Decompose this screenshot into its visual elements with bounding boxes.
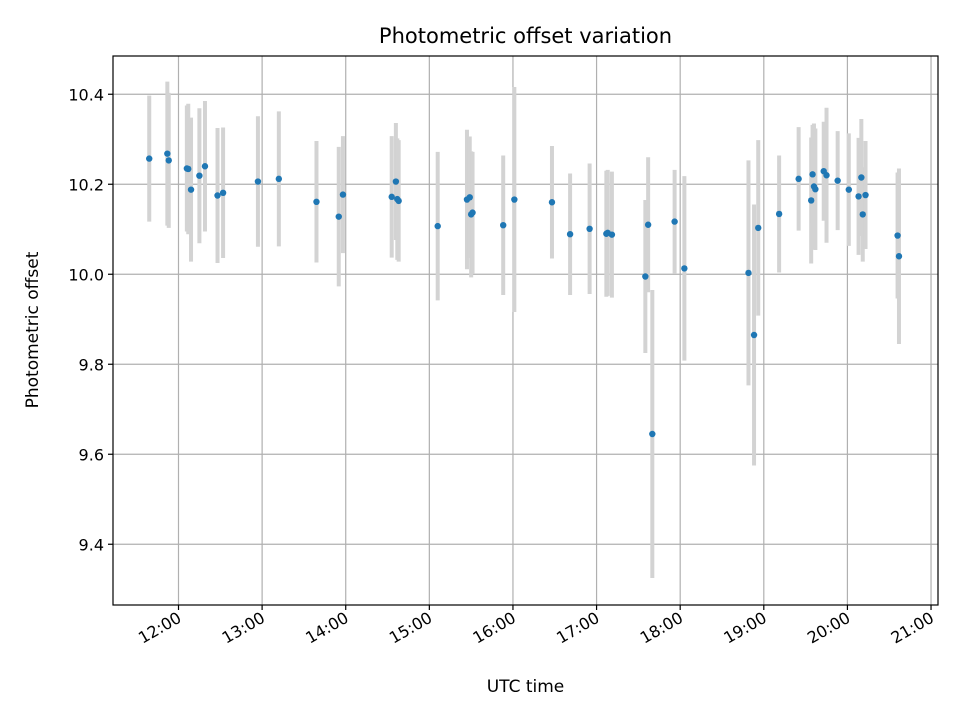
data-point	[775, 210, 783, 218]
data-point	[894, 232, 901, 239]
data-point	[313, 198, 320, 205]
data-point	[566, 231, 574, 238]
data-point	[335, 213, 342, 220]
data-points	[146, 150, 903, 438]
data-point	[388, 193, 395, 201]
data-point	[165, 157, 172, 164]
y-tick-label: 10.2	[68, 175, 104, 194]
x-axis-label: UTC time	[487, 677, 565, 697]
data-point	[823, 172, 830, 179]
data-point	[254, 178, 262, 185]
data-point	[807, 197, 815, 204]
data-point	[845, 186, 853, 193]
data-point	[644, 221, 652, 228]
data-point	[859, 211, 866, 218]
data-point	[395, 197, 402, 205]
data-point	[466, 194, 473, 201]
data-point	[511, 196, 518, 203]
data-point	[855, 193, 862, 200]
data-point	[339, 191, 347, 198]
y-tick-label: 10.0	[68, 265, 104, 284]
data-point	[858, 174, 865, 181]
data-point	[671, 218, 678, 225]
data-point	[500, 222, 507, 229]
y-tick-label: 9.4	[79, 535, 104, 554]
chart-title: Photometric offset variation	[379, 24, 672, 48]
data-point	[649, 430, 656, 438]
data-point	[201, 163, 209, 170]
data-point	[434, 222, 441, 230]
data-point	[608, 231, 616, 238]
data-point	[862, 191, 869, 199]
y-axis-label: Photometric offset	[23, 251, 43, 408]
data-point	[681, 265, 688, 272]
data-point	[275, 175, 283, 183]
data-point	[642, 273, 649, 280]
plot-frame	[112, 55, 939, 606]
data-point	[586, 225, 593, 232]
data-point	[392, 178, 400, 185]
y-tick-label: 9.8	[79, 355, 104, 374]
data-point	[895, 253, 903, 260]
data-point	[755, 224, 762, 232]
data-point	[745, 269, 752, 277]
data-point	[196, 172, 203, 179]
data-point	[750, 331, 758, 339]
data-point	[809, 171, 816, 178]
data-point	[548, 199, 556, 206]
data-point	[214, 192, 221, 199]
data-point	[469, 209, 476, 216]
y-tick-label: 10.4	[68, 85, 104, 104]
data-point	[146, 155, 153, 162]
data-point	[187, 186, 195, 193]
data-point	[164, 150, 171, 157]
data-point	[185, 165, 192, 173]
data-point	[795, 175, 802, 183]
data-point	[834, 177, 841, 184]
y-axis-ticks: 9.4 9.6 9.8 10.0 10.2 10.4	[68, 85, 113, 554]
y-tick-label: 9.6	[79, 445, 104, 464]
data-point	[219, 189, 227, 196]
data-point	[812, 186, 819, 193]
